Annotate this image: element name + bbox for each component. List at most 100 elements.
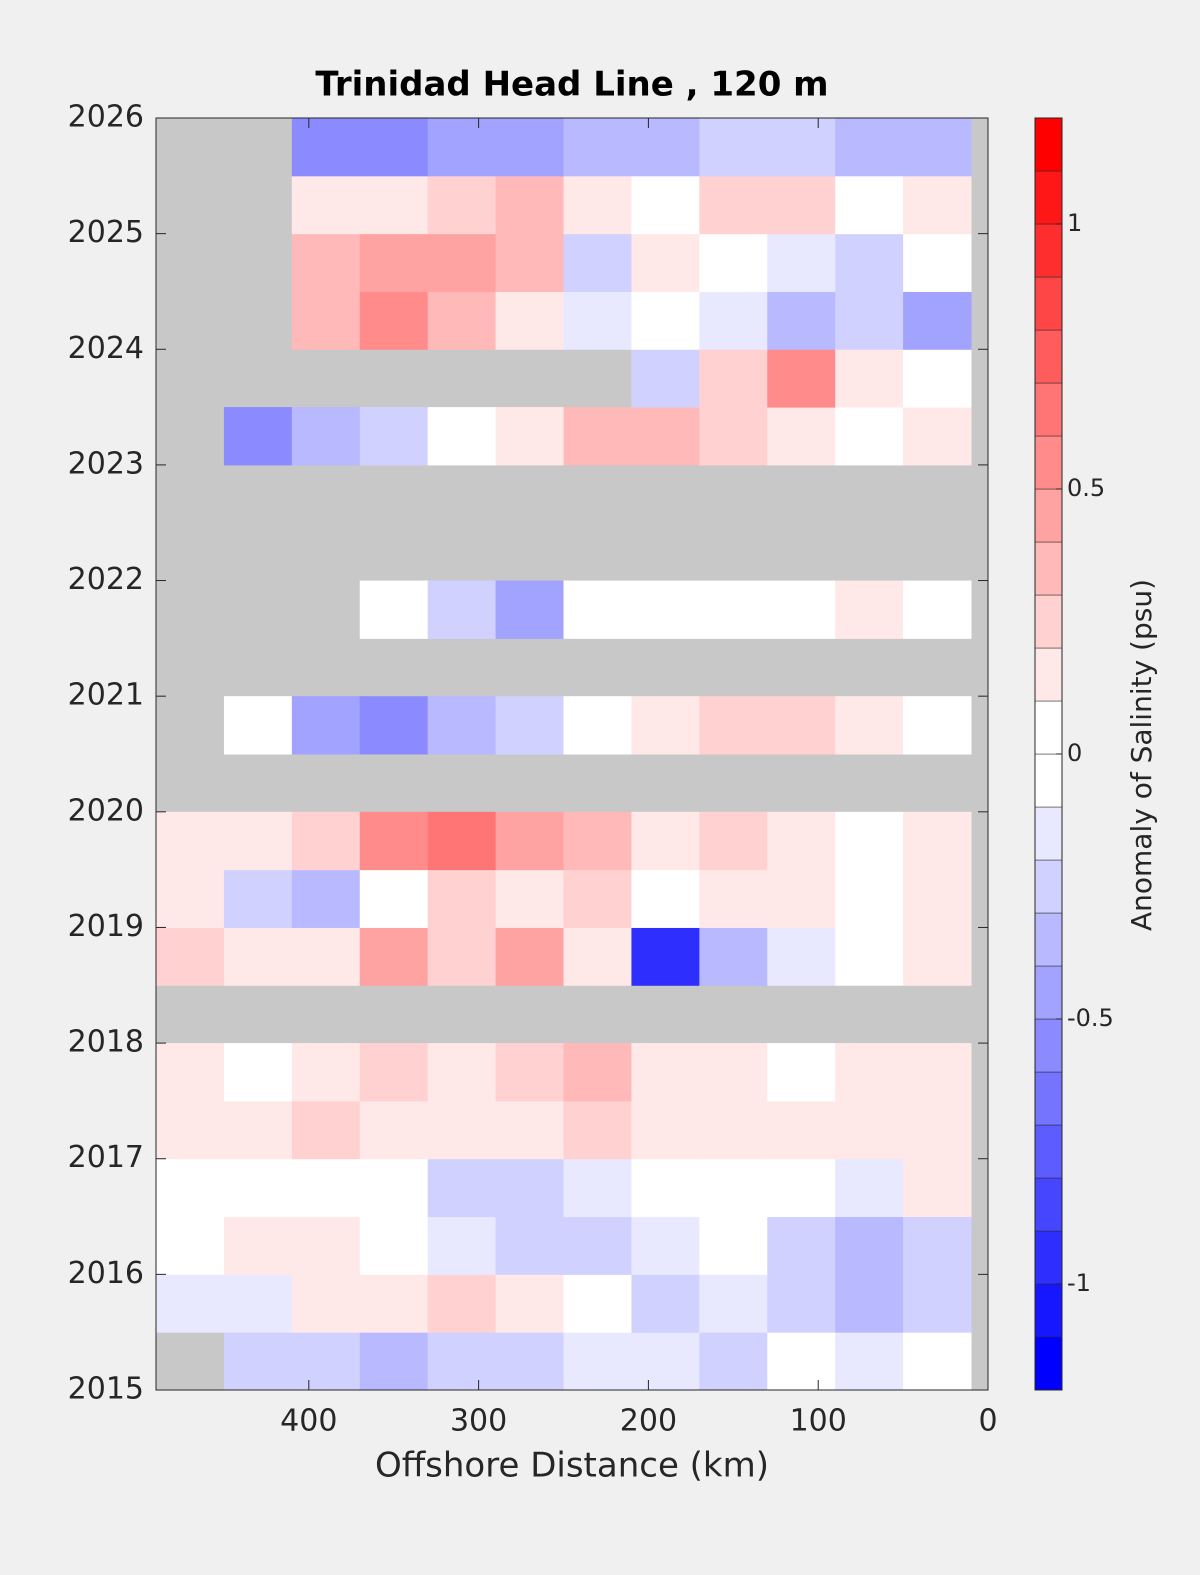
- cell: [359, 1043, 429, 1102]
- colorbar-tick-label: -0.5: [1067, 1004, 1114, 1032]
- cell: [495, 233, 565, 292]
- cell: [767, 349, 836, 408]
- cell: [563, 1100, 632, 1160]
- cell: [223, 1043, 293, 1102]
- cell: [359, 291, 429, 350]
- cell: [563, 118, 632, 177]
- y-tick-label: 2026: [68, 100, 144, 135]
- cell: [563, 1216, 632, 1275]
- cell: [631, 407, 700, 466]
- cell: [156, 1100, 225, 1160]
- cell: [563, 291, 632, 350]
- cell: [699, 580, 768, 639]
- cell: [835, 1100, 904, 1160]
- cell: [835, 233, 904, 292]
- colorbar-segment: [1034, 806, 1063, 861]
- cell: [699, 869, 768, 928]
- colorbar-tick-label: -1: [1067, 1269, 1091, 1297]
- cell: [563, 696, 632, 755]
- cell: [427, 869, 497, 928]
- cell: [495, 1043, 565, 1102]
- cell: [223, 1332, 293, 1391]
- cell: [359, 869, 429, 928]
- colorbar-segment: [1034, 700, 1063, 755]
- cell: [835, 696, 904, 755]
- cell: [427, 580, 497, 639]
- cell: [495, 175, 565, 235]
- cell: [631, 175, 700, 235]
- cell: [223, 927, 293, 986]
- colorbar-tick-label: 1: [1067, 209, 1082, 237]
- cell: [156, 1274, 225, 1333]
- cell: [767, 1043, 836, 1102]
- colorbar-segment: [1034, 965, 1063, 1020]
- cell: [291, 696, 361, 755]
- cell: [631, 1158, 700, 1218]
- cell: [223, 811, 293, 871]
- cell: [291, 291, 361, 350]
- cell: [359, 1274, 429, 1333]
- cell: [495, 291, 565, 350]
- cell: [699, 407, 768, 466]
- cell: [291, 175, 361, 235]
- cell: [767, 407, 836, 466]
- cell: [563, 1043, 632, 1102]
- cell: [563, 233, 632, 292]
- cell: [903, 696, 972, 755]
- cell: [699, 1332, 768, 1391]
- cell: [767, 696, 836, 755]
- y-tick-label: 2018: [68, 1025, 144, 1060]
- cell: [427, 696, 497, 755]
- cell: [631, 1332, 700, 1391]
- cell: [156, 927, 225, 986]
- cell: [835, 1216, 904, 1275]
- cell: [359, 233, 429, 292]
- cell: [495, 927, 565, 986]
- cell: [156, 869, 225, 928]
- cell: [767, 1216, 836, 1275]
- colorbar-segment: [1034, 382, 1063, 437]
- cell: [223, 1216, 293, 1275]
- cell: [767, 1332, 836, 1391]
- cell: [563, 869, 632, 928]
- cell: [495, 1100, 565, 1160]
- cell: [223, 696, 293, 755]
- plot-frame: [155, 117, 989, 1391]
- cell: [291, 1332, 361, 1391]
- y-tick-label: 2023: [68, 446, 144, 481]
- cell: [563, 1274, 632, 1333]
- cell: [631, 696, 700, 755]
- cell: [359, 1158, 429, 1218]
- cell: [767, 1158, 836, 1218]
- cell: [903, 1216, 972, 1275]
- cell: [156, 1216, 225, 1275]
- cell: [835, 349, 904, 408]
- x-tick-label: 400: [280, 1404, 337, 1439]
- cell: [291, 811, 361, 871]
- cell: [563, 175, 632, 235]
- cell: [427, 118, 497, 177]
- cell: [223, 1274, 293, 1333]
- cell: [699, 811, 768, 871]
- cell: [495, 1216, 565, 1275]
- cell: [223, 407, 293, 466]
- colorbar-segment: [1034, 541, 1063, 596]
- cell: [359, 407, 429, 466]
- cell: [427, 291, 497, 350]
- colorbar-segment: [1034, 276, 1063, 331]
- cell: [835, 1043, 904, 1102]
- colorbar-segment: [1034, 1230, 1063, 1285]
- cell: [291, 1216, 361, 1275]
- colorbar-segment: [1034, 1336, 1063, 1391]
- cell: [903, 118, 972, 177]
- y-tick-label: 2016: [68, 1256, 144, 1291]
- cell: [631, 233, 700, 292]
- cell: [291, 407, 361, 466]
- cell: [903, 407, 972, 466]
- colorbar-segment: [1034, 594, 1063, 649]
- x-axis-label: Offshore Distance (km): [375, 1446, 769, 1486]
- cell: [563, 407, 632, 466]
- cell: [835, 1158, 904, 1218]
- cell: [291, 1158, 361, 1218]
